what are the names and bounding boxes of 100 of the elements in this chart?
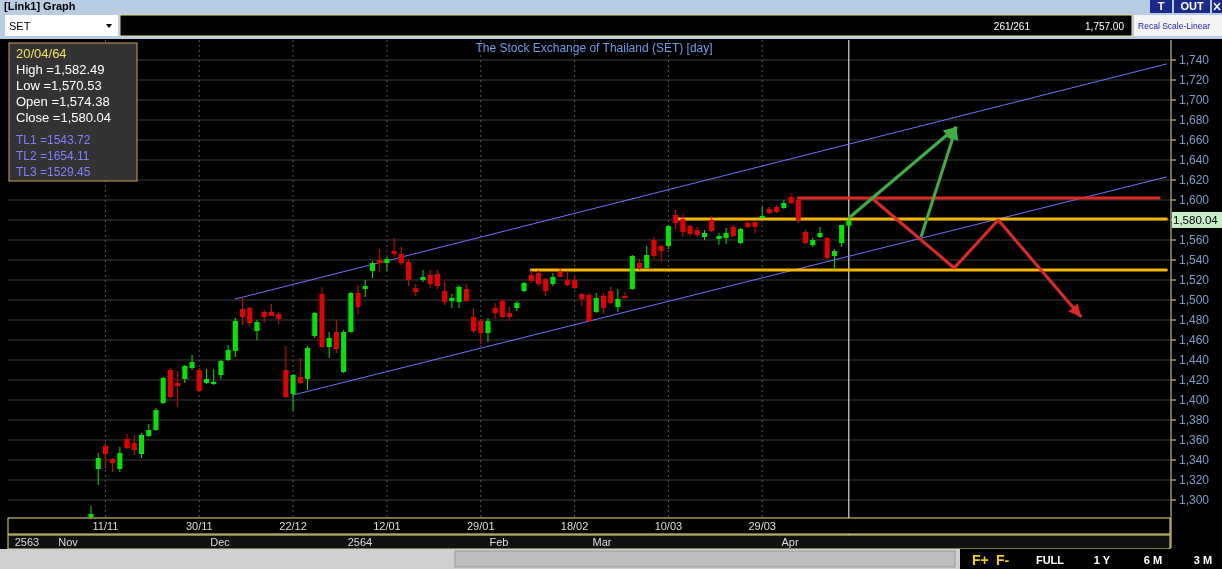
- y-tick-label: 1,680: [1179, 113, 1210, 127]
- candlestick: [665, 224, 671, 250]
- annotation: TL1 =1543.72: [16, 133, 91, 147]
- candlestick: [499, 298, 505, 319]
- y-tick-label: 1,600: [1179, 193, 1210, 207]
- candlestick: [247, 306, 253, 328]
- candlestick: [471, 307, 477, 334]
- candlestick: [795, 198, 801, 224]
- text: Dec: [210, 536, 231, 548]
- candlestick: [196, 367, 202, 393]
- candlestick: [384, 256, 390, 272]
- chart-title: The Stock Exchange of Thailand (SET) [day]: [475, 41, 713, 55]
- candlestick: [102, 442, 108, 469]
- candlestick: [600, 292, 606, 315]
- text: 3 M: [1193, 554, 1213, 566]
- text: 1 Y: [1093, 554, 1111, 566]
- text: 2563: [14, 536, 40, 548]
- y-tick-label: 1,440: [1179, 353, 1210, 367]
- candlestick: [478, 318, 484, 345]
- candlestick: [391, 237, 397, 258]
- candlestick: [788, 192, 794, 205]
- y-tick-label: 1,560: [1179, 233, 1210, 247]
- text: 1,757.00: [1085, 21, 1125, 32]
- title-bar-buttons: T OUT: [1150, 0, 1210, 13]
- text: Nov: [58, 536, 79, 548]
- text: Mar: [592, 536, 612, 548]
- candlestick: [297, 357, 303, 385]
- candlestick: [312, 311, 318, 339]
- text: 2564: [347, 536, 373, 548]
- candlestick: [615, 288, 621, 313]
- y-tick-label: 1,300: [1179, 493, 1210, 507]
- annotation: TL2 =1654.11: [16, 149, 90, 163]
- candlestick: [752, 221, 758, 234]
- text: [Link1] Graph: [4, 0, 76, 12]
- y-tick-label: 1,720: [1179, 73, 1210, 87]
- candlestick: [95, 452, 101, 486]
- text: F+: [972, 552, 989, 568]
- x-tick-label: 29/01: [466, 520, 495, 532]
- candlestick: [377, 248, 383, 273]
- text: 261/261: [993, 21, 1031, 32]
- x-tick-label: 30/11: [185, 520, 213, 532]
- text: FULL: [1035, 554, 1065, 566]
- candlestick: [406, 258, 412, 287]
- candlestick: [839, 224, 845, 248]
- candlestick: [189, 354, 195, 371]
- text: Feb: [489, 536, 509, 548]
- candlestick: [434, 269, 440, 290]
- candlestick: [153, 407, 159, 432]
- candlestick: [355, 284, 361, 315]
- y-tick-label: 1,360: [1179, 433, 1210, 447]
- y-tick-label: 1,400: [1179, 393, 1210, 407]
- candlestick: [290, 373, 296, 412]
- candlestick: [456, 284, 462, 309]
- y-tick-label: 1,500: [1179, 293, 1210, 307]
- candlestick: [420, 269, 426, 283]
- candlestick: [651, 236, 657, 260]
- candlestick: [680, 213, 686, 238]
- candlestick: [442, 280, 448, 306]
- y-tick-label: 1,640: [1179, 153, 1210, 167]
- candlestick: [175, 370, 181, 408]
- annotation: Low =1,570.53: [16, 78, 102, 93]
- candlestick: [449, 293, 455, 309]
- candlestick: [131, 434, 137, 456]
- annotation: 20/04/64: [16, 46, 67, 61]
- candlestick: [117, 446, 123, 473]
- x-tick-label: 10/03: [654, 520, 683, 532]
- text: F-: [996, 552, 1010, 568]
- y-tick-label: 1,520: [1179, 273, 1210, 287]
- y-tick-label: 1,480: [1179, 313, 1210, 327]
- x-tick-label: 11/11: [92, 520, 119, 532]
- candlestick: [723, 227, 729, 245]
- candlestick: [831, 248, 837, 271]
- candlestick: [593, 292, 599, 314]
- candlestick: [673, 209, 679, 230]
- y-tick-label: 1,320: [1179, 473, 1210, 487]
- y-tick-label: 1,740: [1179, 53, 1210, 67]
- y-tick-label: 1,540: [1179, 253, 1210, 267]
- x-tick-label: 12/01: [373, 520, 401, 532]
- text: Apr: [781, 536, 799, 548]
- x-tick-label: 22/12: [279, 520, 307, 532]
- annotation: High =1,582.49: [16, 62, 105, 77]
- candlestick: [240, 296, 246, 326]
- y-tick-label: 1,340: [1179, 453, 1210, 467]
- candlestick: [817, 226, 823, 239]
- candlestick: [644, 245, 650, 270]
- candlestick: [333, 319, 339, 354]
- candlestick: [326, 331, 332, 359]
- candlestick: [716, 232, 722, 246]
- candlestick: [88, 505, 94, 519]
- symbol-field: SET: [5, 15, 118, 36]
- y-tick-label: 1,620: [1179, 173, 1210, 187]
- candlestick: [139, 432, 145, 459]
- x-tick-label: 29/03: [748, 520, 776, 532]
- text: 6 M: [1143, 554, 1163, 566]
- y-tick-label: 1,380: [1179, 413, 1210, 427]
- candlestick: [550, 272, 556, 287]
- x-tick-label: 18/02: [560, 520, 589, 532]
- y-tick-label: 1,420: [1179, 373, 1210, 387]
- candlestick: [824, 236, 830, 260]
- annotation: Open =1,574.38: [16, 94, 110, 109]
